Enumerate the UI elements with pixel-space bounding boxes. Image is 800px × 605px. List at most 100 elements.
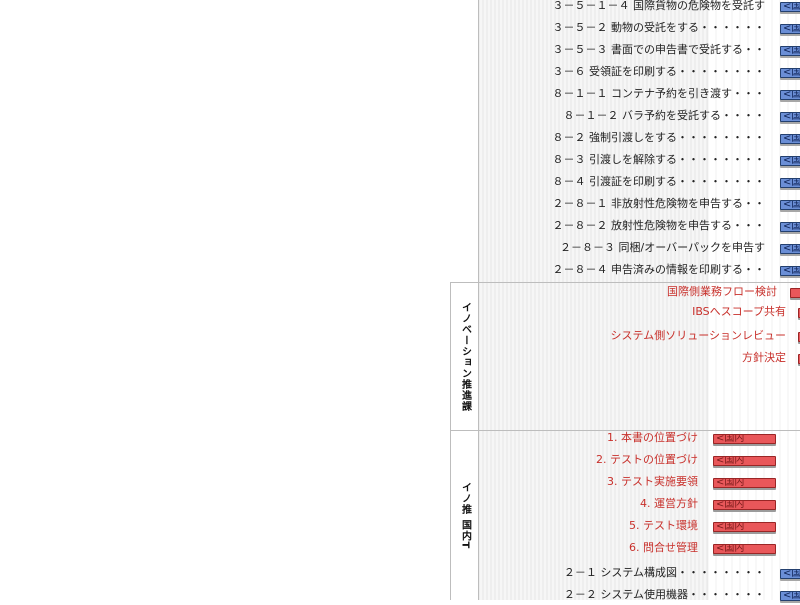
lane-label-domestic-team: イノ推 国内T bbox=[459, 481, 471, 550]
task-bar-label: <国内 bbox=[716, 478, 745, 488]
task-row[interactable]: ２－８－４ 申告済みの情報を印刷する・・ <国 bbox=[479, 260, 800, 280]
task-bar[interactable]: <国 bbox=[780, 222, 800, 232]
task-bar-label: <国内 bbox=[716, 500, 745, 510]
task-bar[interactable]: <国 bbox=[780, 156, 800, 166]
task-label: ２－８－４ 申告済みの情報を印刷する・・ bbox=[552, 263, 766, 276]
task-label: ２－８－２ 放射性危険物を申告する・・・ bbox=[552, 219, 766, 232]
lane-label-innovation: イノベーション推進課 bbox=[459, 301, 471, 412]
task-row[interactable]: ３－５－２ 動物の受託をする・・・・・・ <国 bbox=[479, 18, 800, 38]
task-row[interactable]: 1. 本書の位置づけ <国内 bbox=[479, 428, 800, 448]
task-row[interactable]: システム側ソリューションレビュー bbox=[479, 326, 800, 346]
task-row[interactable]: ２－８－３ 同梱/オーバーパックを申告す <国 bbox=[479, 238, 800, 258]
task-label: ２－１ システム構成図・・・・・・・・ bbox=[563, 566, 765, 579]
task-bar[interactable]: <国内 bbox=[713, 456, 776, 466]
task-bar[interactable]: <国 bbox=[780, 244, 800, 254]
task-row[interactable]: ８－１－１ コンテナ予約を引き渡す・・・ <国 bbox=[479, 84, 800, 104]
task-bar-label: <国内 bbox=[716, 434, 745, 444]
task-bar[interactable]: <国内 bbox=[713, 500, 776, 510]
task-bar-label: <国内 bbox=[716, 522, 745, 532]
task-label: 方針決定 bbox=[742, 351, 786, 364]
task-row[interactable]: ３－５－１－４ 国際貨物の危険物を受託す <国 bbox=[479, 0, 800, 16]
task-label: ２－２ システム使用機器・・・・・・・ bbox=[563, 588, 765, 601]
task-row[interactable]: ８－４ 引渡証を印刷する・・・・・・・・ <国 bbox=[479, 172, 800, 192]
task-bar-label: <国 bbox=[783, 134, 800, 144]
task-label: 6. 問合せ管理 bbox=[629, 541, 698, 554]
task-label: ８－１－１ コンテナ予約を引き渡す・・・ bbox=[552, 87, 766, 100]
task-label: ３－５－１－４ 国際貨物の危険物を受託す bbox=[552, 0, 766, 12]
task-row[interactable]: 国際側業務フロー検討 bbox=[479, 282, 800, 302]
task-bar-label: <国 bbox=[783, 200, 800, 210]
task-bar-label: <国 bbox=[783, 266, 800, 276]
task-bar[interactable]: <国内 bbox=[713, 522, 776, 532]
task-bar[interactable]: <国内 bbox=[713, 478, 776, 488]
task-row[interactable]: 6. 問合せ管理 <国内 bbox=[479, 538, 800, 558]
task-bar-label: <国 bbox=[783, 90, 800, 100]
task-bar[interactable]: <国内 bbox=[713, 544, 776, 554]
milestone-tick[interactable] bbox=[798, 354, 800, 364]
task-bar-label: <国内 bbox=[716, 544, 745, 554]
task-row[interactable]: 5. テスト環境 <国内 bbox=[479, 516, 800, 536]
task-row[interactable]: ３－５－３ 書面での申告書で受託する・・ <国 bbox=[479, 40, 800, 60]
task-bar[interactable]: <国 bbox=[780, 178, 800, 188]
task-bar-label: <国 bbox=[783, 244, 800, 254]
task-label: 国際側業務フロー検討 bbox=[667, 285, 777, 298]
task-bar[interactable]: <国 bbox=[780, 569, 800, 579]
task-bar-label: <国 bbox=[783, 46, 800, 56]
lane-left-border bbox=[450, 282, 451, 600]
task-row[interactable]: IBSへスコープ共有 bbox=[479, 302, 800, 322]
task-label: ３－５－３ 書面での申告書で受託する・・ bbox=[552, 43, 766, 56]
lane-column-divider bbox=[478, 0, 479, 600]
task-label: ８－２ 強制引渡しをする・・・・・・・・ bbox=[552, 131, 766, 144]
task-label: 2. テストの位置づけ bbox=[596, 453, 698, 466]
task-label: 5. テスト環境 bbox=[629, 519, 698, 532]
task-row[interactable]: 方針決定 bbox=[479, 348, 800, 368]
task-label: ２－８－１ 非放射性危険物を申告する・・ bbox=[552, 197, 766, 210]
task-label: ８－４ 引渡証を印刷する・・・・・・・・ bbox=[552, 175, 766, 188]
task-row[interactable]: ２－１ システム構成図・・・・・・・・ <国 bbox=[479, 563, 800, 583]
task-bar-label: <国内 bbox=[716, 456, 745, 466]
task-row[interactable]: ８－１－２ バラ予約を受託する・・・・ <国 bbox=[479, 106, 800, 126]
task-row[interactable]: ８－２ 強制引渡しをする・・・・・・・・ <国 bbox=[479, 128, 800, 148]
task-bar-label: <国 bbox=[783, 222, 800, 232]
task-bar[interactable]: <国 bbox=[780, 134, 800, 144]
task-label: IBSへスコープ共有 bbox=[692, 305, 786, 318]
task-row[interactable]: 4. 運営方針 <国内 bbox=[479, 494, 800, 514]
task-bar-label: <国 bbox=[783, 591, 800, 601]
milestone-tick[interactable] bbox=[798, 308, 800, 318]
task-row[interactable]: 3. テスト実施要領 <国内 bbox=[479, 472, 800, 492]
task-row[interactable]: ２－８－１ 非放射性危険物を申告する・・ <国 bbox=[479, 194, 800, 214]
task-label: 3. テスト実施要領 bbox=[607, 475, 698, 488]
task-label: システム側ソリューションレビュー bbox=[610, 329, 786, 342]
task-label: ８－１－２ バラ予約を受託する・・・・ bbox=[563, 109, 766, 122]
task-bar-label: <国 bbox=[783, 2, 800, 12]
task-row[interactable]: 2. テストの位置づけ <国内 bbox=[479, 450, 800, 470]
task-bar[interactable]: <国 bbox=[780, 24, 800, 34]
task-bar-label: <国 bbox=[783, 569, 800, 579]
task-bar[interactable]: <国内 bbox=[713, 434, 776, 444]
task-bar[interactable]: <国 bbox=[780, 68, 800, 78]
milestone-tick[interactable] bbox=[798, 332, 800, 342]
task-label: ３－６ 受領証を印刷する・・・・・・・・ bbox=[552, 65, 766, 78]
task-bar[interactable] bbox=[790, 288, 800, 298]
task-bar[interactable]: <国 bbox=[780, 90, 800, 100]
task-row[interactable]: ８－３ 引渡しを解除する・・・・・・・・ <国 bbox=[479, 150, 800, 170]
task-label: 4. 運営方針 bbox=[640, 497, 698, 510]
task-bar-label: <国 bbox=[783, 24, 800, 34]
task-label: ２－８－３ 同梱/オーバーパックを申告す bbox=[560, 241, 765, 254]
task-bar[interactable]: <国 bbox=[780, 46, 800, 56]
lane-divider bbox=[450, 282, 800, 283]
task-bar[interactable]: <国 bbox=[780, 112, 800, 122]
task-bar[interactable]: <国 bbox=[780, 200, 800, 210]
task-bar-label: <国 bbox=[783, 156, 800, 166]
task-bar-label: <国 bbox=[783, 68, 800, 78]
task-bar[interactable]: <国 bbox=[780, 266, 800, 276]
task-row[interactable]: ２－２ システム使用機器・・・・・・・ <国 bbox=[479, 585, 800, 605]
task-bar[interactable]: <国 bbox=[780, 2, 800, 12]
lane-divider bbox=[450, 430, 800, 431]
task-row[interactable]: ３－６ 受領証を印刷する・・・・・・・・ <国 bbox=[479, 62, 800, 82]
task-bar-label: <国 bbox=[783, 178, 800, 188]
task-row[interactable]: ２－８－２ 放射性危険物を申告する・・・ <国 bbox=[479, 216, 800, 236]
task-label: ３－５－２ 動物の受託をする・・・・・・ bbox=[552, 21, 766, 34]
task-label: ８－３ 引渡しを解除する・・・・・・・・ bbox=[552, 153, 766, 166]
